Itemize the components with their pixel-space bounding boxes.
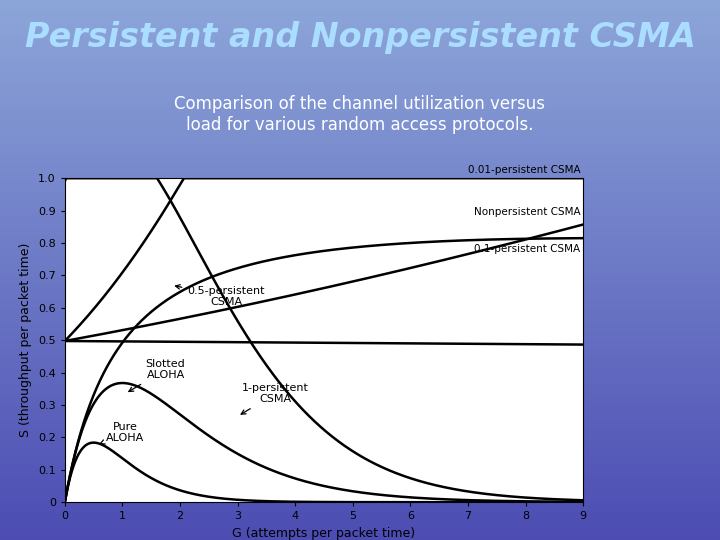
Text: 0.1-persistent CSMA: 0.1-persistent CSMA [474, 245, 580, 254]
Text: Slotted
ALOHA: Slotted ALOHA [129, 359, 186, 392]
Text: 0.5-persistent
CSMA: 0.5-persistent CSMA [176, 285, 265, 307]
X-axis label: G (attempts per packet time): G (attempts per packet time) [233, 527, 415, 540]
Text: Persistent and Nonpersistent CSMA: Persistent and Nonpersistent CSMA [24, 21, 696, 54]
Text: Comparison of the channel utilization versus
load for various random access prot: Comparison of the channel utilization ve… [174, 95, 546, 134]
Text: Pure
ALOHA: Pure ALOHA [100, 422, 145, 444]
Text: Nonpersistent CSMA: Nonpersistent CSMA [474, 207, 580, 217]
Text: 1-persistent
CSMA: 1-persistent CSMA [241, 383, 308, 414]
Y-axis label: S (throughput per packet time): S (throughput per packet time) [19, 243, 32, 437]
Text: 0.01-persistent CSMA: 0.01-persistent CSMA [468, 165, 580, 175]
